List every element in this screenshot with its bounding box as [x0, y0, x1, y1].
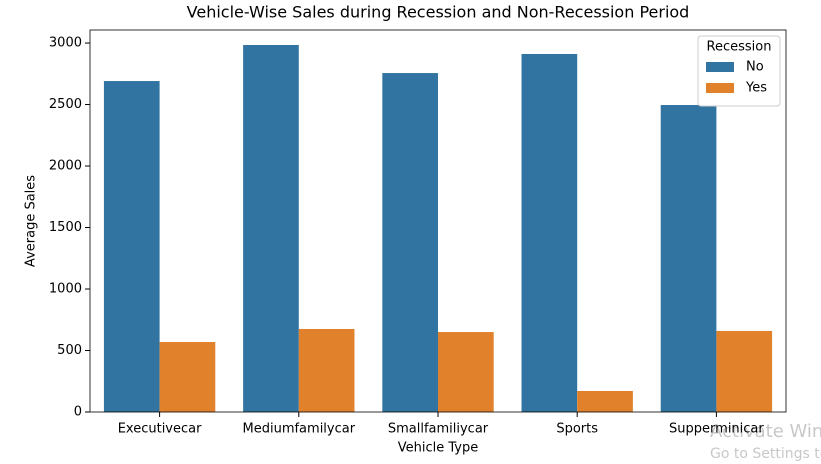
bar	[438, 332, 494, 412]
bar	[243, 45, 299, 412]
legend-label: No	[746, 60, 764, 75]
x-tick-label: Sports	[556, 422, 598, 437]
legend-title: Recession	[707, 40, 772, 55]
legend-label: Yes	[745, 81, 767, 96]
watermark-title: Activate Win	[710, 421, 821, 442]
x-tick-label: Smallfamiliycar	[388, 422, 489, 437]
y-tick-label: 500	[57, 343, 82, 358]
x-tick-label: Supperminicar	[669, 422, 764, 437]
legend-swatch	[706, 62, 734, 72]
bar	[103, 81, 160, 413]
x-axis-label: Vehicle Type	[398, 441, 478, 456]
bar	[521, 53, 578, 413]
bar	[298, 328, 355, 412]
chart-title: Vehicle-Wise Sales during Recession and …	[187, 3, 690, 22]
bar	[159, 342, 216, 412]
x-tick-label: Mediumfamilycar	[243, 422, 356, 437]
plot-frame	[89, 29, 787, 413]
y-tick-label: 0	[74, 405, 82, 420]
y-tick-label: 1500	[49, 220, 82, 235]
bar	[660, 105, 717, 413]
y-tick-label: 2500	[49, 97, 82, 112]
bar	[716, 330, 773, 412]
legend-swatch	[706, 83, 734, 93]
bar	[577, 390, 633, 412]
x-tick-label: Executivecar	[118, 422, 202, 437]
y-tick-label: 3000	[49, 36, 82, 51]
y-tick-label: 2000	[49, 159, 82, 174]
bar	[382, 73, 438, 412]
watermark-subtitle: Go to Settings to	[710, 446, 821, 462]
y-tick-label: 1000	[49, 282, 82, 297]
y-axis-label: Average Sales	[24, 175, 39, 267]
